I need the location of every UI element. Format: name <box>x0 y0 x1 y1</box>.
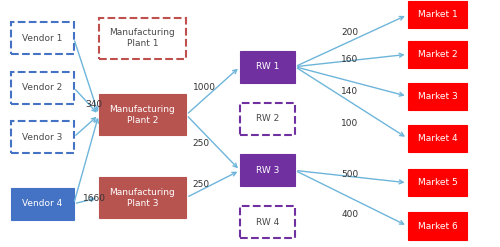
FancyBboxPatch shape <box>12 121 74 153</box>
FancyBboxPatch shape <box>408 1 468 28</box>
Text: RW 2: RW 2 <box>256 114 279 123</box>
FancyBboxPatch shape <box>12 188 74 220</box>
Text: 340: 340 <box>86 101 102 109</box>
Text: Vendor 1: Vendor 1 <box>22 34 62 43</box>
Text: 1660: 1660 <box>82 194 106 203</box>
Text: 160: 160 <box>342 55 358 64</box>
Text: 500: 500 <box>342 170 358 179</box>
Text: Market 1: Market 1 <box>418 10 458 19</box>
Text: 250: 250 <box>192 139 210 148</box>
FancyBboxPatch shape <box>408 169 468 196</box>
FancyBboxPatch shape <box>12 72 74 104</box>
Text: Market 2: Market 2 <box>418 50 458 59</box>
Text: 200: 200 <box>342 28 358 37</box>
Text: Vendor 3: Vendor 3 <box>22 133 62 142</box>
FancyBboxPatch shape <box>408 212 468 240</box>
Text: Manufacturing
Plant 2: Manufacturing Plant 2 <box>110 105 176 125</box>
FancyBboxPatch shape <box>98 177 186 218</box>
Text: Market 5: Market 5 <box>418 178 458 187</box>
FancyBboxPatch shape <box>240 103 295 135</box>
Text: 100: 100 <box>342 119 358 128</box>
Text: Market 4: Market 4 <box>418 134 458 143</box>
FancyBboxPatch shape <box>240 206 295 238</box>
Text: Vendor 2: Vendor 2 <box>22 83 62 92</box>
FancyBboxPatch shape <box>240 154 295 186</box>
Text: Manufacturing
Plant 3: Manufacturing Plant 3 <box>110 187 176 208</box>
FancyBboxPatch shape <box>408 125 468 152</box>
FancyBboxPatch shape <box>98 18 186 59</box>
Text: 140: 140 <box>342 87 358 96</box>
Text: RW 4: RW 4 <box>256 218 279 227</box>
FancyBboxPatch shape <box>408 41 468 68</box>
FancyBboxPatch shape <box>408 83 468 110</box>
Text: Manufacturing
Plant 1: Manufacturing Plant 1 <box>110 28 176 48</box>
Text: Vendor 4: Vendor 4 <box>22 199 62 208</box>
Text: RW 1: RW 1 <box>256 62 279 71</box>
Text: Market 6: Market 6 <box>418 222 458 230</box>
Text: RW 3: RW 3 <box>256 166 279 175</box>
FancyBboxPatch shape <box>98 94 186 135</box>
Text: 250: 250 <box>192 180 210 189</box>
Text: Market 3: Market 3 <box>418 92 458 101</box>
FancyBboxPatch shape <box>240 51 295 83</box>
FancyBboxPatch shape <box>12 22 74 54</box>
Text: 1000: 1000 <box>192 83 216 92</box>
Text: 400: 400 <box>342 210 358 219</box>
